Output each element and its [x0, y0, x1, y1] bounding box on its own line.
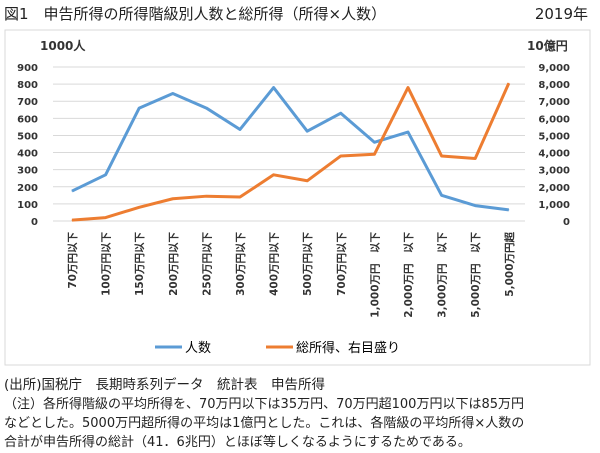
left-tick-label: 600 [17, 114, 38, 125]
data-point [407, 87, 409, 89]
x-tick-label: 2,000万円 以下 [403, 232, 415, 318]
data-point [340, 112, 342, 114]
left-tick-label: 900 [17, 63, 38, 74]
series-line-people [71, 86, 509, 212]
x-tick-label: 150万円以下 [134, 232, 146, 296]
x-tick-label: 5,000万円超 [503, 232, 516, 297]
right-tick-label: 8,000 [538, 80, 570, 91]
legend: 人数 総所得、右目盛り [155, 340, 400, 356]
year-label: 2019年 [534, 5, 588, 23]
left-tick-label: 400 [17, 149, 38, 160]
data-point [373, 141, 375, 143]
right-tick-label: 0 [563, 217, 570, 228]
data-point [373, 153, 375, 155]
data-point [205, 195, 207, 197]
x-tick-label: 100万円以下 [101, 232, 113, 296]
x-tick-label: 400万円以下 [269, 232, 281, 296]
data-point [273, 87, 275, 89]
legend-label-people: 人数 [185, 341, 211, 356]
right-tick-label: 6,000 [538, 114, 570, 125]
right-tick-label: 2,000 [538, 183, 570, 194]
source-note: (出所)国税庁 長期時系列データ 統計表 申告所得 [4, 377, 326, 393]
right-tick-label: 3,000 [538, 166, 570, 177]
chart-border [4, 29, 591, 366]
line-chart: 1000人 10億円 0 0 100 1,000 200 2,000 300 3,000 400… [4, 29, 591, 366]
left-tick-label: 700 [17, 97, 38, 108]
data-point [71, 190, 73, 192]
right-tick-label: 9,000 [538, 63, 570, 74]
x-tick-label: 5,000万円 以下 [470, 232, 482, 318]
data-point [239, 128, 241, 130]
data-point [474, 158, 476, 160]
x-tick-label: 200万円以下 [168, 232, 180, 296]
x-tick-label: 300万円以下 [235, 232, 247, 296]
right-tick-label: 5,000 [538, 131, 570, 142]
left-tick-label: 200 [17, 183, 38, 194]
left-unit-label: 1000人 [40, 38, 86, 53]
x-tick-label: 700万円以下 [336, 232, 348, 296]
x-tick-label: 500万円以下 [302, 232, 314, 296]
data-point [306, 180, 308, 182]
data-point [441, 155, 443, 157]
right-tick-label: 7,000 [538, 97, 570, 108]
left-tick-label: 100 [17, 200, 38, 211]
left-tick-label: 800 [17, 80, 38, 91]
x-tick-label: 250万円以下 [201, 232, 213, 296]
data-point [172, 93, 174, 95]
right-tick-label: 4,000 [538, 149, 570, 160]
data-point [441, 194, 443, 196]
footnote-line-3: 合計が申告所得の総計（41．6兆円）とほぼ等しくなるようにするためである。 [4, 435, 471, 450]
series-line-income [71, 82, 511, 222]
data-point [172, 198, 174, 200]
data-point [407, 131, 409, 133]
data-point [508, 82, 510, 84]
data-point [138, 206, 140, 208]
data-point [105, 217, 107, 219]
data-point [474, 205, 476, 207]
footnote-line-1: （注）各所得階級の平均所得を、70万円以下は35万円、70万円超100万円以下は… [4, 397, 524, 412]
data-point [138, 107, 140, 109]
data-point [340, 155, 342, 157]
data-point [105, 174, 107, 176]
left-tick-label: 500 [17, 131, 38, 142]
x-tick-label: 3,000万円 以下 [437, 232, 449, 318]
right-unit-label: 10億円 [527, 38, 568, 53]
data-point [239, 196, 241, 198]
data-point [273, 174, 275, 176]
data-point [508, 209, 510, 211]
data-point [71, 219, 73, 221]
footnote-line-2: などとした。5000万円超所得の平均は1億円とした。これは、各階級の平均所得×人… [4, 416, 525, 431]
data-point [205, 107, 207, 109]
x-tick-label: 70万円以下 [67, 232, 79, 289]
data-point [306, 130, 308, 132]
left-tick-label: 0 [31, 217, 38, 228]
figure-title: 図1 申告所得の所得階級別人数と総所得（所得×人数） [4, 5, 387, 23]
legend-label-income: 総所得、右目盛り [296, 340, 400, 356]
right-tick-label: 1,000 [538, 200, 570, 211]
left-tick-label: 300 [17, 166, 38, 177]
x-tick-label: 1,000万円 以下 [369, 232, 381, 318]
